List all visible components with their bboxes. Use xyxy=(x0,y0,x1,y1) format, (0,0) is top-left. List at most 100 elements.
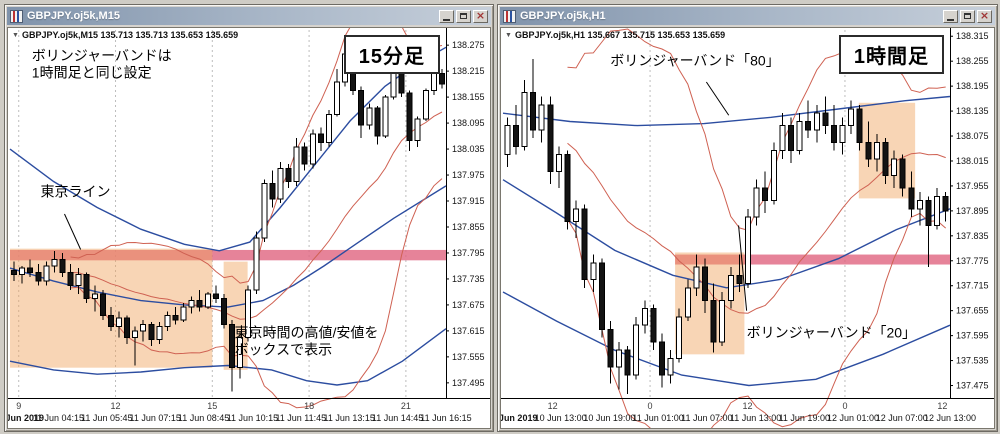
close-icon: × xyxy=(979,9,990,22)
price-axis-label: 137.475 xyxy=(956,381,989,391)
maximize-button[interactable] xyxy=(456,9,471,23)
price-axis-label: 137.975 xyxy=(452,170,485,180)
annotation-lines xyxy=(705,81,748,311)
titlebar-m15[interactable]: GBPJPY.oj5k,M15 × xyxy=(7,7,491,25)
window-controls: × xyxy=(439,9,488,23)
price-axis-label: 137.835 xyxy=(956,231,989,241)
chart-icon xyxy=(503,9,516,23)
window-title: GBPJPY.oj5k,H1 xyxy=(520,10,606,22)
annotation-text: ボリンジャーバンド「20」 xyxy=(747,325,916,341)
price-axis-label: 137.615 xyxy=(452,326,485,336)
close-button[interactable]: × xyxy=(473,9,488,23)
annotation-text: 東京時間の高値/安値を xyxy=(235,324,379,340)
hour-marks-row: 12 0 12 0 12 xyxy=(548,401,948,411)
timeframe-label-m15: 15分足 xyxy=(343,35,440,74)
hour-mark-label: 18 xyxy=(304,401,314,411)
bollinger-80-lower xyxy=(9,328,447,386)
maximize-icon xyxy=(460,13,467,19)
minimize-icon xyxy=(443,18,450,21)
price-axis-label: 137.495 xyxy=(452,378,485,388)
hour-mark-label: 12 xyxy=(111,401,121,411)
time-axis-label: 11 Jun 04:15 xyxy=(33,413,84,423)
bollinger-20-lower xyxy=(70,178,443,409)
time-axis-label: 10 Jun 2019 xyxy=(501,413,537,423)
price-axis-label: 137.555 xyxy=(452,352,485,362)
time-axis-label: 11 Jun 2019 xyxy=(8,413,44,423)
price-axis-label: 137.895 xyxy=(956,206,989,216)
time-axis-label: 11 Jun 01:00 xyxy=(632,413,683,423)
chart-canvas-h1[interactable]: ▼ GBPJPY.oj5k,H1 135.667 135.715 135.653… xyxy=(500,27,995,429)
period-separators xyxy=(18,30,407,398)
chart-icon xyxy=(10,9,23,23)
close-icon: × xyxy=(475,9,486,22)
titlebar-h1[interactable]: GBPJPY.oj5k,H1 × xyxy=(500,7,995,25)
time-axis-label: 11 Jun 10:15 xyxy=(227,413,278,423)
hour-mark-label: 12 xyxy=(743,401,753,411)
price-axis-label: 138.075 xyxy=(956,131,989,141)
symbol-dropdown-icon: ▼ xyxy=(505,31,512,39)
price-axis-label: 137.735 xyxy=(452,274,485,284)
time-axis-label: 11 Jun 13:15 xyxy=(324,413,375,423)
annotation-text: ボリンジャーバンド「80」 xyxy=(610,52,779,68)
time-axis-label: 11 Jun 19:00 xyxy=(779,413,830,423)
chart-annotations: ボリンジャーバンドは1時間足と同じ設定東京ライン東京時間の高値/安値をボックスで… xyxy=(32,47,379,357)
chart-window-h1: GBPJPY.oj5k,H1 × ▼ GBPJPY.oj5k,H1 135.66… xyxy=(497,4,998,432)
hour-mark-label: 12 xyxy=(937,401,947,411)
price-axis-label: 138.195 xyxy=(956,81,989,91)
price-axis-label: 138.035 xyxy=(452,144,485,154)
annotation-text: ボリンジャーバンドは xyxy=(32,47,172,63)
bollinger-80-lower xyxy=(502,291,951,387)
price-axis-label: 138.315 xyxy=(956,31,989,41)
price-axis-label: 138.215 xyxy=(452,66,485,76)
candles xyxy=(11,45,445,392)
chart-plot: 138.315 138.255 138.195 138.135 138.075 138.0… xyxy=(501,28,994,428)
time-axis-label: 11 Jun 14:45 xyxy=(372,413,423,423)
chart-ohlc-header: ▼ GBPJPY.oj5k,M15 135.713 135.713 135.65… xyxy=(12,30,238,40)
window-controls: × xyxy=(943,9,992,23)
chart-window-m15: GBPJPY.oj5k,M15 × ▼ GBPJPY.oj5k,M15 135.… xyxy=(4,4,494,432)
price-axis-label: 138.095 xyxy=(452,118,485,128)
price-axis-label: 137.855 xyxy=(452,222,485,232)
time-axis-label: 11 Jun 13:00 xyxy=(730,413,781,423)
period-separators xyxy=(649,30,846,398)
price-axis-label: 138.255 xyxy=(956,56,989,66)
time-axis-label: 11 Jun 07:00 xyxy=(681,413,732,423)
hour-marks-row: 9 12 15 18 21 xyxy=(16,401,411,411)
maximize-button[interactable] xyxy=(960,9,975,23)
hour-mark-label: 9 xyxy=(16,401,21,411)
price-axis-label: 138.155 xyxy=(452,92,485,102)
hour-mark-label: 0 xyxy=(648,401,653,411)
chart-plot: 138.275 138.215 138.155 138.095 138.035 137.9… xyxy=(8,28,490,423)
chart-ohlc-text: GBPJPY.oj5k,H1 135.667 135.715 135.653 1… xyxy=(514,30,726,40)
chart-annotations: ボリンジャーバンド「80」ボリンジャーバンド「20」 xyxy=(610,52,916,340)
time-axis-label: 10 Jun 13:00 xyxy=(535,413,587,423)
price-axis-label: 138.135 xyxy=(956,106,989,116)
time-axis-label: 12 Jun 07:00 xyxy=(876,413,928,423)
close-button[interactable]: × xyxy=(977,9,992,23)
hour-mark-label: 21 xyxy=(401,401,411,411)
minimize-button[interactable] xyxy=(943,9,958,23)
chart-canvas-m15[interactable]: ▼ GBPJPY.oj5k,M15 135.713 135.713 135.65… xyxy=(7,27,491,429)
minimize-button[interactable] xyxy=(439,9,454,23)
time-axis-label: 11 Jun 16:15 xyxy=(420,413,471,423)
price-axis-label: 137.595 xyxy=(956,331,989,341)
timeframe-label-h1: 1時間足 xyxy=(838,35,944,74)
price-axis-label: 137.955 xyxy=(956,181,989,191)
price-axis-label: 138.275 xyxy=(452,40,485,50)
price-axis: 138.275 138.215 138.155 138.095 138.035 137.9… xyxy=(446,40,485,388)
chart-ohlc-header: ▼ GBPJPY.oj5k,H1 135.667 135.715 135.653… xyxy=(505,30,725,40)
bollinger-20-middle xyxy=(70,111,443,320)
price-axis-label: 138.015 xyxy=(956,156,989,166)
bollinger-80-upper xyxy=(9,46,447,252)
time-axis-label: 10 Jun 19:00 xyxy=(583,413,635,423)
time-axis-label: 11 Jun 05:45 xyxy=(81,413,132,423)
price-axis-label: 137.915 xyxy=(452,196,485,206)
hour-mark-label: 0 xyxy=(842,401,847,411)
price-axis-label: 137.655 xyxy=(956,306,989,316)
time-axis-label: 11 Jun 07:15 xyxy=(129,413,180,423)
price-axis-label: 137.775 xyxy=(956,256,989,266)
tokyo-line-band xyxy=(675,254,950,265)
bollinger-20-lower xyxy=(567,212,947,428)
